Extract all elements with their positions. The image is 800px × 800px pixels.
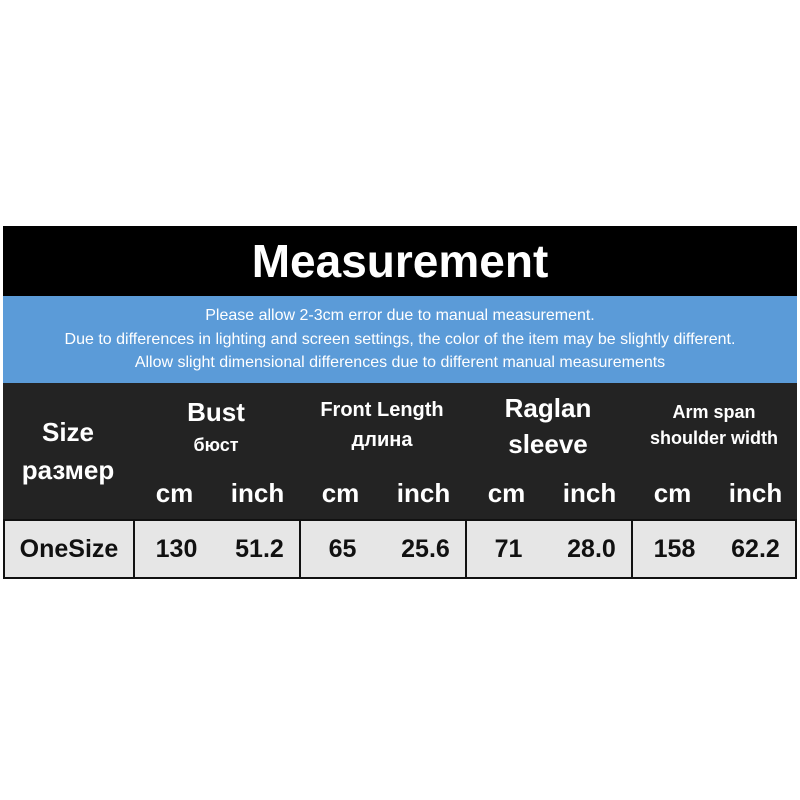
header-size: Size (41, 417, 95, 447)
notes-band: Please allow 2-3cm error due to manual m… (3, 296, 797, 383)
unit-inch: inch (562, 478, 617, 508)
header-front-length-ru: длина (351, 429, 413, 451)
unit-cm: cm (653, 478, 692, 508)
unit-cm: cm (487, 478, 526, 508)
arm-span-inch: 62.2 (731, 534, 780, 563)
note-line: Please allow 2-3cm error due to manual m… (205, 307, 595, 325)
column-divider (465, 521, 467, 577)
column-divider (133, 521, 135, 577)
unit-inch: inch (230, 478, 285, 508)
size-cell: OneSize (19, 534, 119, 563)
header-size-ru: размер (21, 455, 115, 485)
bust-cm: 130 (155, 534, 198, 563)
arm-span-cm: 158 (653, 534, 696, 563)
page-title: Measurement (251, 235, 549, 287)
title-band: Measurement (3, 226, 797, 296)
table-row: OneSize 130 51.2 65 25.6 71 28.0 158 62.… (3, 519, 797, 579)
front-length-inch: 25.6 (401, 534, 450, 563)
note-line: Allow slight dimensional differences due… (134, 354, 666, 372)
bust-inch: 51.2 (235, 534, 284, 563)
column-divider (631, 521, 633, 577)
raglan-sleeve-inch: 28.0 (567, 534, 616, 563)
raglan-sleeve-cm: 71 (494, 534, 523, 563)
note-line: Due to differences in lighting and scree… (64, 330, 736, 348)
header-raglan-sleeve: sleeve (508, 429, 588, 459)
header-front-length: Front Length (320, 399, 444, 421)
header-shoulder-width: shoulder width (650, 428, 778, 448)
column-divider (299, 521, 301, 577)
header-bust-ru: бюст (193, 435, 239, 455)
unit-inch: inch (728, 478, 783, 508)
table-header: Size размер Bust бюст Front Length длина… (3, 383, 797, 519)
unit-inch: inch (396, 478, 451, 508)
unit-cm: cm (155, 478, 194, 508)
front-length-cm: 65 (328, 534, 357, 563)
header-raglan: Raglan (504, 393, 592, 423)
header-arm-span: Arm span (672, 402, 756, 422)
unit-cm: cm (321, 478, 360, 508)
header-bust: Bust (187, 397, 245, 427)
